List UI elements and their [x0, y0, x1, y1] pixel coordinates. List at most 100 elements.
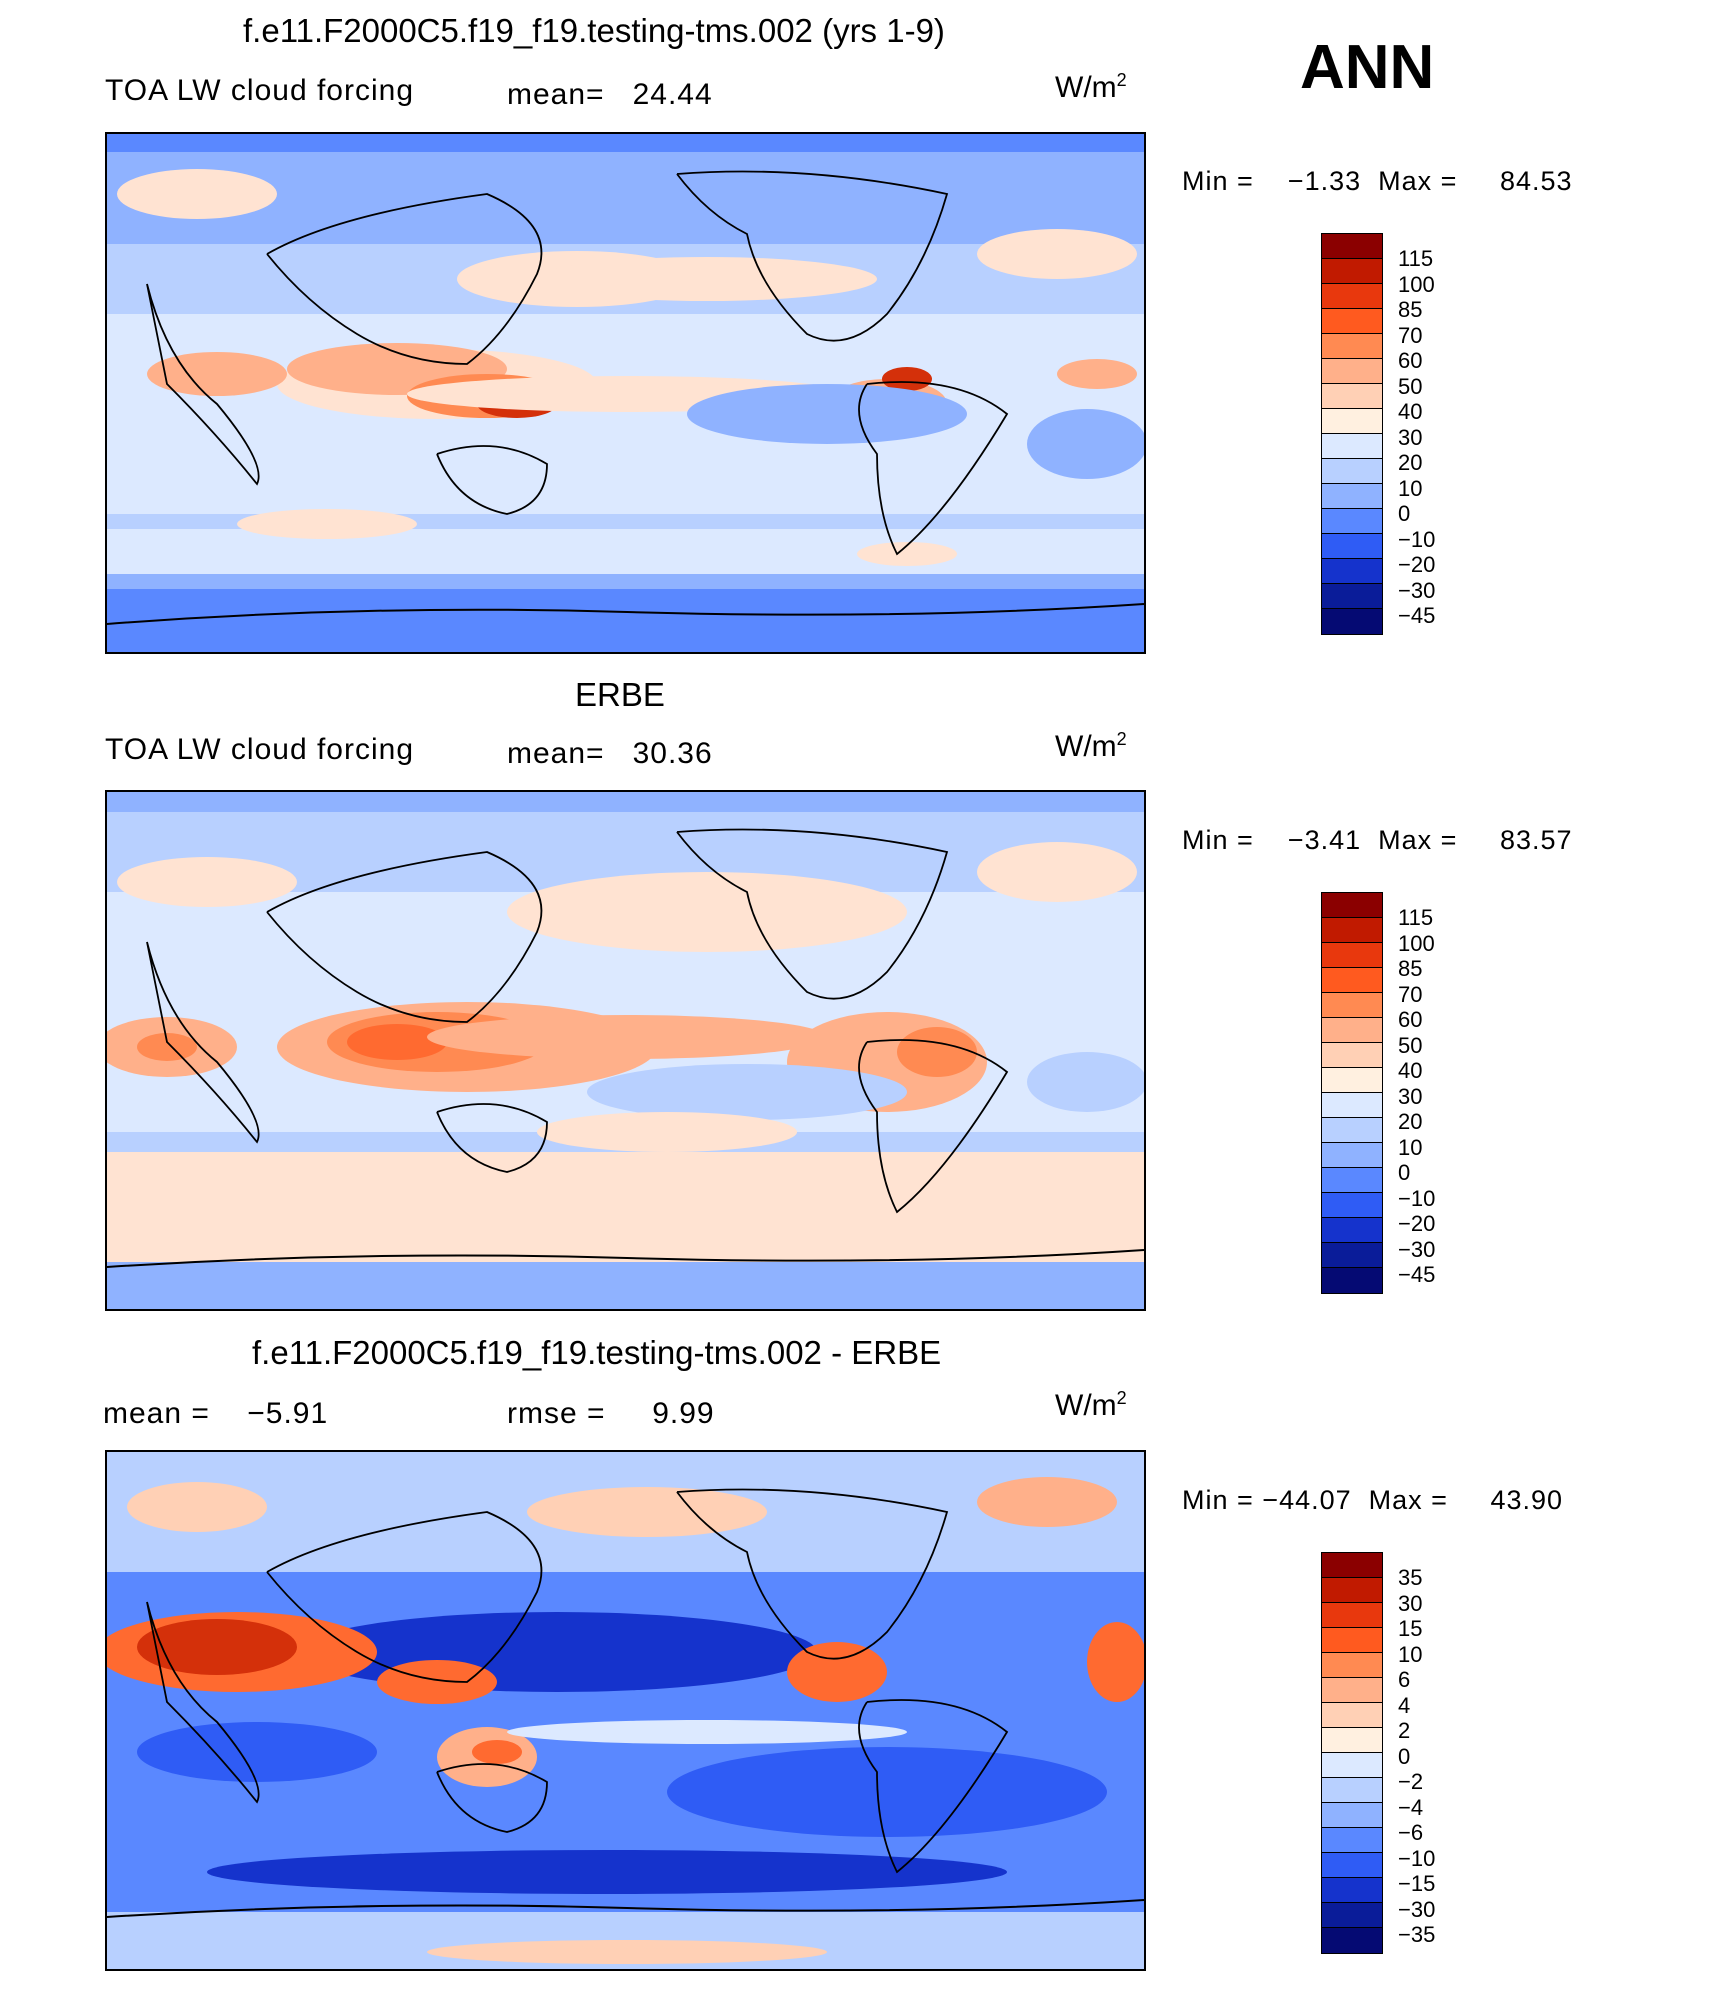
colorbar-swatch — [1322, 1628, 1382, 1653]
panel3-map — [105, 1450, 1146, 1971]
panel2-min-value: −3.41 — [1287, 825, 1362, 855]
colorbar-level-label: −10 — [1398, 526, 1436, 552]
panel1-units: W/m2 — [1055, 70, 1127, 105]
colorbar-swatch — [1322, 559, 1382, 584]
panel1-max-label: Max = — [1378, 166, 1458, 196]
colorbar-swatch — [1322, 1093, 1382, 1118]
colorbar-swatch — [1322, 968, 1382, 993]
colorbar-swatch — [1322, 359, 1382, 384]
colorbar-level-label: 0 — [1398, 1160, 1411, 1185]
colorbar-level-label: 15 — [1398, 1616, 1423, 1641]
panel3-mean-value: −5.91 — [247, 1397, 329, 1430]
panel2-units: W/m2 — [1055, 729, 1127, 764]
panel3-rmse: rmse = 9.99 — [507, 1397, 715, 1431]
colorbar-level-label: −30 — [1398, 1896, 1436, 1922]
colorbar-level-label: 50 — [1398, 1032, 1423, 1058]
panel3-units: W/m2 — [1055, 1388, 1127, 1423]
panel3-max-value: 43.90 — [1490, 1485, 1564, 1515]
colorbar-level-label: −10 — [1398, 1845, 1436, 1871]
panel3-mean-label: mean = — [103, 1397, 210, 1430]
colorbar-swatch — [1322, 1043, 1382, 1068]
colorbar-level-label: 100 — [1398, 271, 1435, 297]
colorbar-swatch — [1322, 1218, 1382, 1243]
colorbar-swatch — [1322, 1268, 1382, 1293]
colorbar-level-label: 30 — [1398, 424, 1423, 450]
panel1-map-field — [107, 134, 1144, 652]
panel1-units-text: W/m — [1055, 71, 1117, 104]
panel3-mean: mean = −5.91 — [103, 1397, 328, 1431]
colorbar-swatch — [1322, 309, 1382, 334]
panel1-colorbar-labels: 115 100 85 70 60 50 40 30 20 10 0 −10 −20 −30 −45 — [1398, 246, 1435, 629]
colorbar-level-label: 85 — [1398, 956, 1423, 981]
colorbar-swatch — [1322, 1853, 1382, 1878]
colorbar-level-label: 10 — [1398, 475, 1423, 501]
colorbar-level-label: −10 — [1398, 1185, 1436, 1211]
colorbar-level-label: −35 — [1398, 1922, 1436, 1947]
colorbar-swatch — [1322, 1118, 1382, 1143]
panel1-units-sup: 2 — [1116, 70, 1127, 90]
panel1-min-label: Min = — [1182, 166, 1254, 196]
colorbar-swatch — [1322, 259, 1382, 284]
panel1-mean-label: mean= — [507, 78, 605, 111]
colorbar-swatch — [1322, 484, 1382, 509]
panel3-colorbar — [1321, 1552, 1383, 1954]
colorbar-swatch — [1322, 509, 1382, 534]
panel2-max-label: Max = — [1378, 825, 1458, 855]
panel3-units-sup: 2 — [1116, 1388, 1127, 1408]
colorbar-level-label: −30 — [1398, 577, 1436, 603]
colorbar-level-label: −20 — [1398, 552, 1436, 577]
colorbar-swatch — [1322, 1778, 1382, 1803]
colorbar-swatch — [1322, 534, 1382, 559]
colorbar-level-label: 60 — [1398, 1007, 1423, 1032]
colorbar-swatch — [1322, 1603, 1382, 1628]
panel3-min-value: −44.07 — [1262, 1485, 1352, 1515]
panel1-title: f.e11.F2000C5.f19_f19.testing-tms.002 (y… — [243, 12, 945, 49]
colorbar-level-label: 0 — [1398, 1743, 1411, 1769]
colorbar-level-label: 20 — [1398, 450, 1423, 475]
colorbar-level-label: 40 — [1398, 1058, 1423, 1083]
panel1-min-value: −1.33 — [1287, 166, 1362, 196]
colorbar-swatch — [1322, 943, 1382, 968]
panel2-mean-value: 30.36 — [632, 737, 713, 770]
colorbar-level-label: 6 — [1398, 1667, 1411, 1692]
colorbar-swatch — [1322, 1928, 1382, 1953]
colorbar-swatch — [1322, 1068, 1382, 1093]
colorbar-level-label: 115 — [1398, 905, 1434, 930]
colorbar-swatch — [1322, 584, 1382, 609]
colorbar-level-label: 2 — [1398, 1718, 1411, 1743]
colorbar-swatch — [1322, 384, 1382, 409]
panel2-mean: mean= 30.36 — [507, 737, 713, 771]
colorbar-swatch — [1322, 1193, 1382, 1218]
panel2-colorbar-labels: 115 100 85 70 60 50 40 30 20 10 0 −10 −20 −30 −45 — [1398, 905, 1435, 1288]
panel1-minmax: Min = −1.33 Max = 84.53 — [1182, 166, 1573, 197]
colorbar-level-label: −45 — [1398, 603, 1436, 628]
colorbar-swatch — [1322, 459, 1382, 484]
colorbar-swatch — [1322, 1903, 1382, 1928]
colorbar-level-label: −6 — [1398, 1820, 1424, 1845]
colorbar-level-label: −15 — [1398, 1871, 1436, 1896]
panel2-units-text: W/m — [1055, 730, 1117, 763]
colorbar-level-label: 70 — [1398, 981, 1423, 1007]
colorbar-level-label: −4 — [1398, 1794, 1424, 1820]
colorbar-swatch — [1322, 1678, 1382, 1703]
colorbar-level-label: 4 — [1398, 1692, 1411, 1718]
colorbar-swatch — [1322, 1878, 1382, 1903]
colorbar-swatch — [1322, 409, 1382, 434]
colorbar-swatch — [1322, 993, 1382, 1018]
panel3-units-text: W/m — [1055, 1389, 1117, 1422]
colorbar-level-label: −45 — [1398, 1262, 1436, 1287]
panel2-colorbar — [1321, 892, 1383, 1294]
colorbar-level-label: 40 — [1398, 399, 1423, 424]
colorbar-level-label: −30 — [1398, 1236, 1436, 1262]
panel2-minmax: Min = −3.41 Max = 83.57 — [1182, 825, 1573, 856]
colorbar-swatch — [1322, 609, 1382, 634]
colorbar-level-label: 20 — [1398, 1109, 1423, 1134]
season-label: ANN — [1300, 33, 1435, 102]
colorbar-level-label: 30 — [1398, 1083, 1423, 1109]
panel1-max-value: 84.53 — [1499, 166, 1573, 196]
colorbar-swatch — [1322, 1143, 1382, 1168]
colorbar-level-label: 30 — [1398, 1590, 1423, 1616]
colorbar-swatch — [1322, 1803, 1382, 1828]
colorbar-swatch — [1322, 1018, 1382, 1043]
colorbar-swatch — [1322, 284, 1382, 309]
